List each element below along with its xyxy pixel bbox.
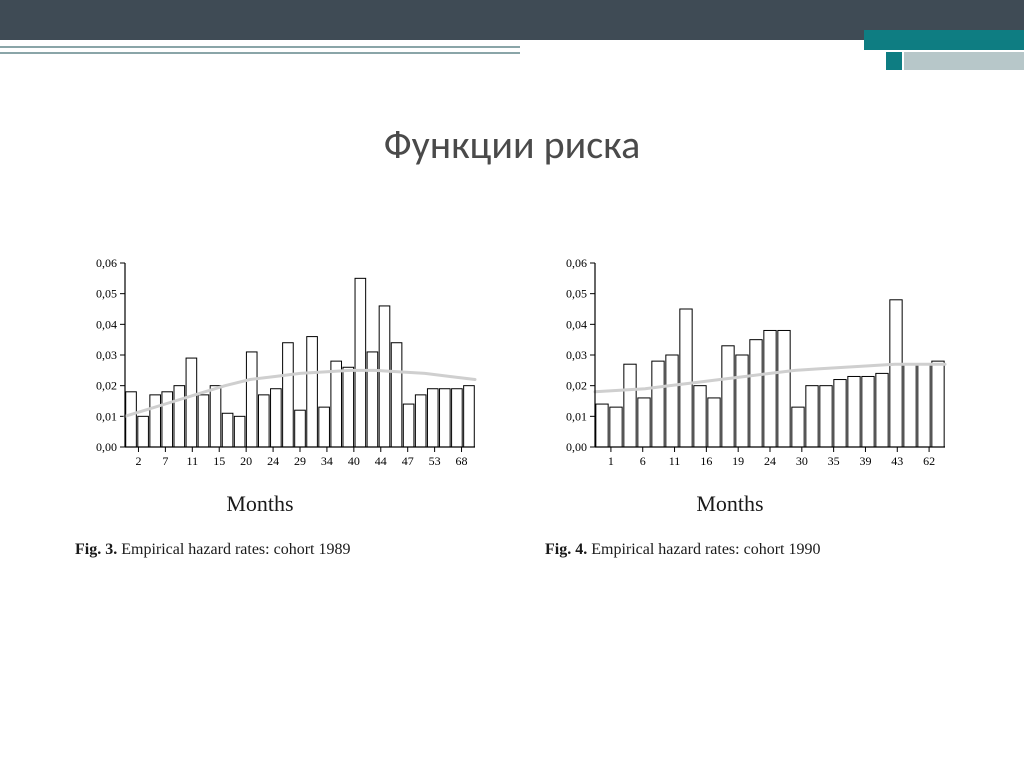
chart-right-caption-text: Empirical hazard rates: cohort 1990: [591, 541, 820, 558]
svg-text:0,01: 0,01: [96, 409, 117, 423]
decor-block-gray: [904, 52, 1024, 70]
svg-text:19: 19: [732, 454, 744, 468]
chart-left-xlabel: Months: [75, 491, 485, 517]
decor-block-teal-small: [886, 52, 902, 70]
svg-text:43: 43: [891, 454, 903, 468]
decor-block-teal: [864, 30, 1024, 50]
chart-left-caption-prefix: Fig. 3.: [75, 541, 117, 558]
svg-text:0,04: 0,04: [566, 317, 587, 331]
svg-text:24: 24: [764, 454, 776, 468]
svg-text:0,00: 0,00: [566, 440, 587, 454]
svg-text:0,03: 0,03: [566, 348, 587, 362]
svg-text:0,03: 0,03: [96, 348, 117, 362]
svg-text:11: 11: [669, 454, 681, 468]
decor-line: [0, 46, 520, 48]
chart-left-caption-text: Empirical hazard rates: cohort 1989: [121, 541, 350, 558]
svg-text:62: 62: [923, 454, 935, 468]
svg-text:29: 29: [294, 454, 306, 468]
svg-text:53: 53: [429, 454, 441, 468]
slide: { "layout": { "topband_color": "#3f4b55"…: [0, 0, 1024, 767]
svg-text:35: 35: [828, 454, 840, 468]
svg-text:16: 16: [700, 454, 712, 468]
svg-text:6: 6: [640, 454, 646, 468]
svg-text:0,06: 0,06: [566, 256, 587, 270]
svg-text:39: 39: [859, 454, 871, 468]
svg-text:0,06: 0,06: [96, 256, 117, 270]
chart-right-caption-prefix: Fig. 4.: [545, 541, 587, 558]
svg-text:20: 20: [240, 454, 252, 468]
svg-text:0,00: 0,00: [96, 440, 117, 454]
svg-text:40: 40: [348, 454, 360, 468]
svg-text:2: 2: [135, 454, 141, 468]
svg-text:0,04: 0,04: [96, 317, 117, 331]
chart-left: 0,00 0,01 0,02 0,03 0,04 0,05 0,06 2 7 11 15 20 24 29…: [75, 255, 485, 559]
svg-text:68: 68: [456, 454, 468, 468]
svg-text:1: 1: [608, 454, 614, 468]
svg-text:34: 34: [321, 454, 333, 468]
svg-text:0,02: 0,02: [566, 379, 587, 393]
chart-left-svg: 0,00 0,01 0,02 0,03 0,04 0,05 0,06 2 7 11 15 20 24 29…: [75, 255, 485, 485]
svg-text:11: 11: [187, 454, 199, 468]
svg-text:15: 15: [213, 454, 225, 468]
svg-text:0,02: 0,02: [96, 379, 117, 393]
svg-text:0,01: 0,01: [566, 409, 587, 423]
svg-text:44: 44: [375, 454, 387, 468]
chart-right-xlabel: Months: [545, 491, 955, 517]
svg-text:0,05: 0,05: [566, 287, 587, 301]
chart-right: 0,000,010,020,030,040,050,06161116192430…: [545, 255, 955, 559]
chart-right-svg: 0,000,010,020,030,040,050,06161116192430…: [545, 255, 955, 485]
svg-text:47: 47: [402, 454, 414, 468]
svg-text:24: 24: [267, 454, 279, 468]
svg-text:7: 7: [162, 454, 168, 468]
decor-line: [0, 52, 520, 54]
page-title: Функции риска: [0, 120, 1024, 169]
svg-text:30: 30: [796, 454, 808, 468]
svg-text:0,05: 0,05: [96, 287, 117, 301]
